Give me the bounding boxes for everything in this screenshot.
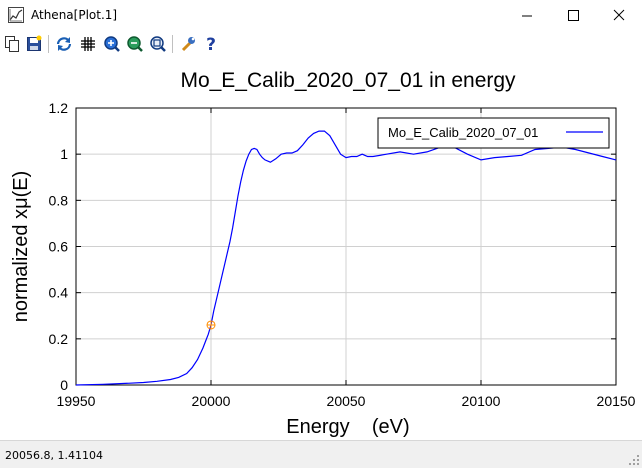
y-tick-label: 1 xyxy=(60,146,68,162)
minimize-button[interactable] xyxy=(504,0,550,31)
help-button[interactable]: ? xyxy=(201,34,221,55)
svg-text:?: ? xyxy=(206,35,216,54)
cursor-marker-layer xyxy=(206,320,216,330)
toolbar-separator xyxy=(48,35,49,53)
maximize-icon xyxy=(568,10,579,21)
x-tick-label: 20000 xyxy=(192,393,231,409)
tick-marks xyxy=(75,107,617,386)
grid-lines xyxy=(76,108,616,385)
y-tick-labels: 0 0.2 0.4 0.6 0.8 1 1.2 xyxy=(49,100,69,393)
zoom-reset-button[interactable] xyxy=(148,34,168,54)
refresh-button[interactable] xyxy=(54,34,74,54)
x-tick-labels: 19950 20000 20050 20100 20150 xyxy=(57,393,636,409)
zoom-in-icon xyxy=(104,36,120,52)
y-tick-label: 0.8 xyxy=(49,192,69,208)
copy-icon xyxy=(5,36,19,52)
close-button[interactable] xyxy=(596,0,642,31)
x-axis-label: Energy (eV) xyxy=(286,416,409,438)
maximize-button[interactable] xyxy=(550,0,596,31)
y-tick-label: 1.2 xyxy=(49,100,69,116)
zoom-in-button[interactable] xyxy=(102,34,122,54)
y-tick-label: 0.2 xyxy=(49,331,69,347)
window-title: Athena[Plot.1] xyxy=(31,8,118,22)
x-tick-label: 20100 xyxy=(462,393,501,409)
plot-area[interactable]: Mo_E_Calib_2020_07_01 in energy 19950 200… xyxy=(0,57,642,440)
chart: Mo_E_Calib_2020_07_01 in energy 19950 200… xyxy=(10,69,636,438)
legend: Mo_E_Calib_2020_07_01 xyxy=(377,117,610,149)
help-icon: ? xyxy=(206,35,216,55)
toolbar-separator xyxy=(172,35,173,53)
y-axis-label: normalized xμ(E) xyxy=(10,171,32,323)
x-tick-label: 20050 xyxy=(327,393,366,409)
copy-button[interactable] xyxy=(2,34,22,54)
save-icon xyxy=(27,35,42,51)
status-bar: 20056.8, 1.41104 xyxy=(0,440,642,468)
settings-wrench-icon xyxy=(181,37,195,52)
grid-button[interactable] xyxy=(78,34,98,54)
x-tick-label: 20150 xyxy=(597,393,636,409)
settings-button[interactable] xyxy=(178,34,198,54)
refresh-icon xyxy=(56,37,72,51)
legend-box xyxy=(377,117,610,149)
app-plot-icon xyxy=(8,7,24,23)
cursor-coordinates: 20056.8, 1.41104 xyxy=(5,449,103,462)
zoom-out-button[interactable] xyxy=(125,34,145,54)
plot-toolbar: ? xyxy=(0,31,642,57)
y-tick-label: 0.6 xyxy=(49,239,69,255)
legend-label: Mo_E_Calib_2020_07_01 xyxy=(388,125,538,140)
window-titlebar: Athena[Plot.1] xyxy=(0,0,642,31)
grid-icon xyxy=(81,37,95,51)
save-button[interactable] xyxy=(24,34,44,54)
minimize-icon xyxy=(522,15,532,17)
zoom-out-icon xyxy=(127,36,143,52)
x-tick-label: 19950 xyxy=(57,393,96,409)
zoom-reset-icon xyxy=(150,36,166,52)
y-tick-label: 0.4 xyxy=(49,285,69,301)
chart-title: Mo_E_Calib_2020_07_01 in energy xyxy=(180,69,516,92)
close-icon xyxy=(613,9,625,21)
resize-grip-icon[interactable] xyxy=(628,454,640,466)
y-tick-label: 0 xyxy=(60,377,68,393)
